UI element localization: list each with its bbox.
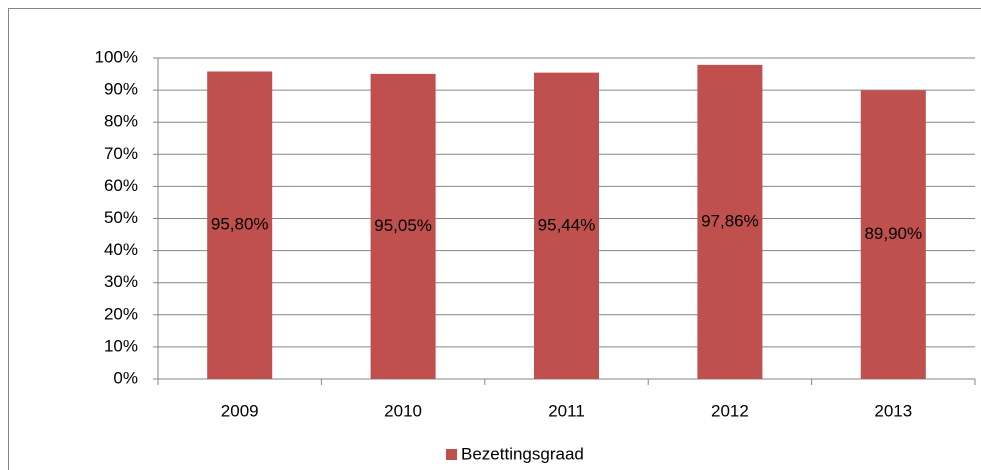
y-tick-label: 80% [104, 112, 138, 131]
bar [370, 73, 436, 380]
y-tick-label: 20% [104, 304, 138, 323]
bar [534, 72, 599, 379]
y-tick-label: 10% [104, 336, 138, 355]
y-tick-label: 0% [113, 368, 138, 387]
y-tick-label: 100% [95, 47, 138, 66]
x-tick-label: 2010 [384, 401, 422, 420]
x-tick-label: 2013 [874, 401, 912, 420]
data-label: 89,90% [864, 224, 922, 243]
chart-frame [8, 8, 981, 470]
data-label: 95,44% [538, 215, 596, 234]
y-tick-label: 90% [104, 80, 138, 99]
bar [207, 71, 273, 380]
y-tick-label: 50% [104, 208, 138, 227]
bar [860, 90, 926, 380]
x-tick-label: 2009 [221, 401, 259, 420]
x-tick-label: 2011 [548, 401, 585, 420]
data-label: 97,86% [701, 211, 759, 230]
y-tick-label: 70% [104, 144, 138, 163]
data-label: 95,05% [374, 216, 432, 235]
legend-swatch [446, 449, 457, 460]
x-tick-label: 2012 [711, 401, 749, 420]
y-tick-label: 40% [104, 240, 138, 259]
y-tick-label: 60% [104, 176, 138, 195]
y-tick-label: 30% [104, 272, 138, 291]
legend-label: Bezettingsgraad [461, 444, 584, 463]
bar [697, 64, 763, 380]
data-label: 95,80% [211, 215, 269, 234]
